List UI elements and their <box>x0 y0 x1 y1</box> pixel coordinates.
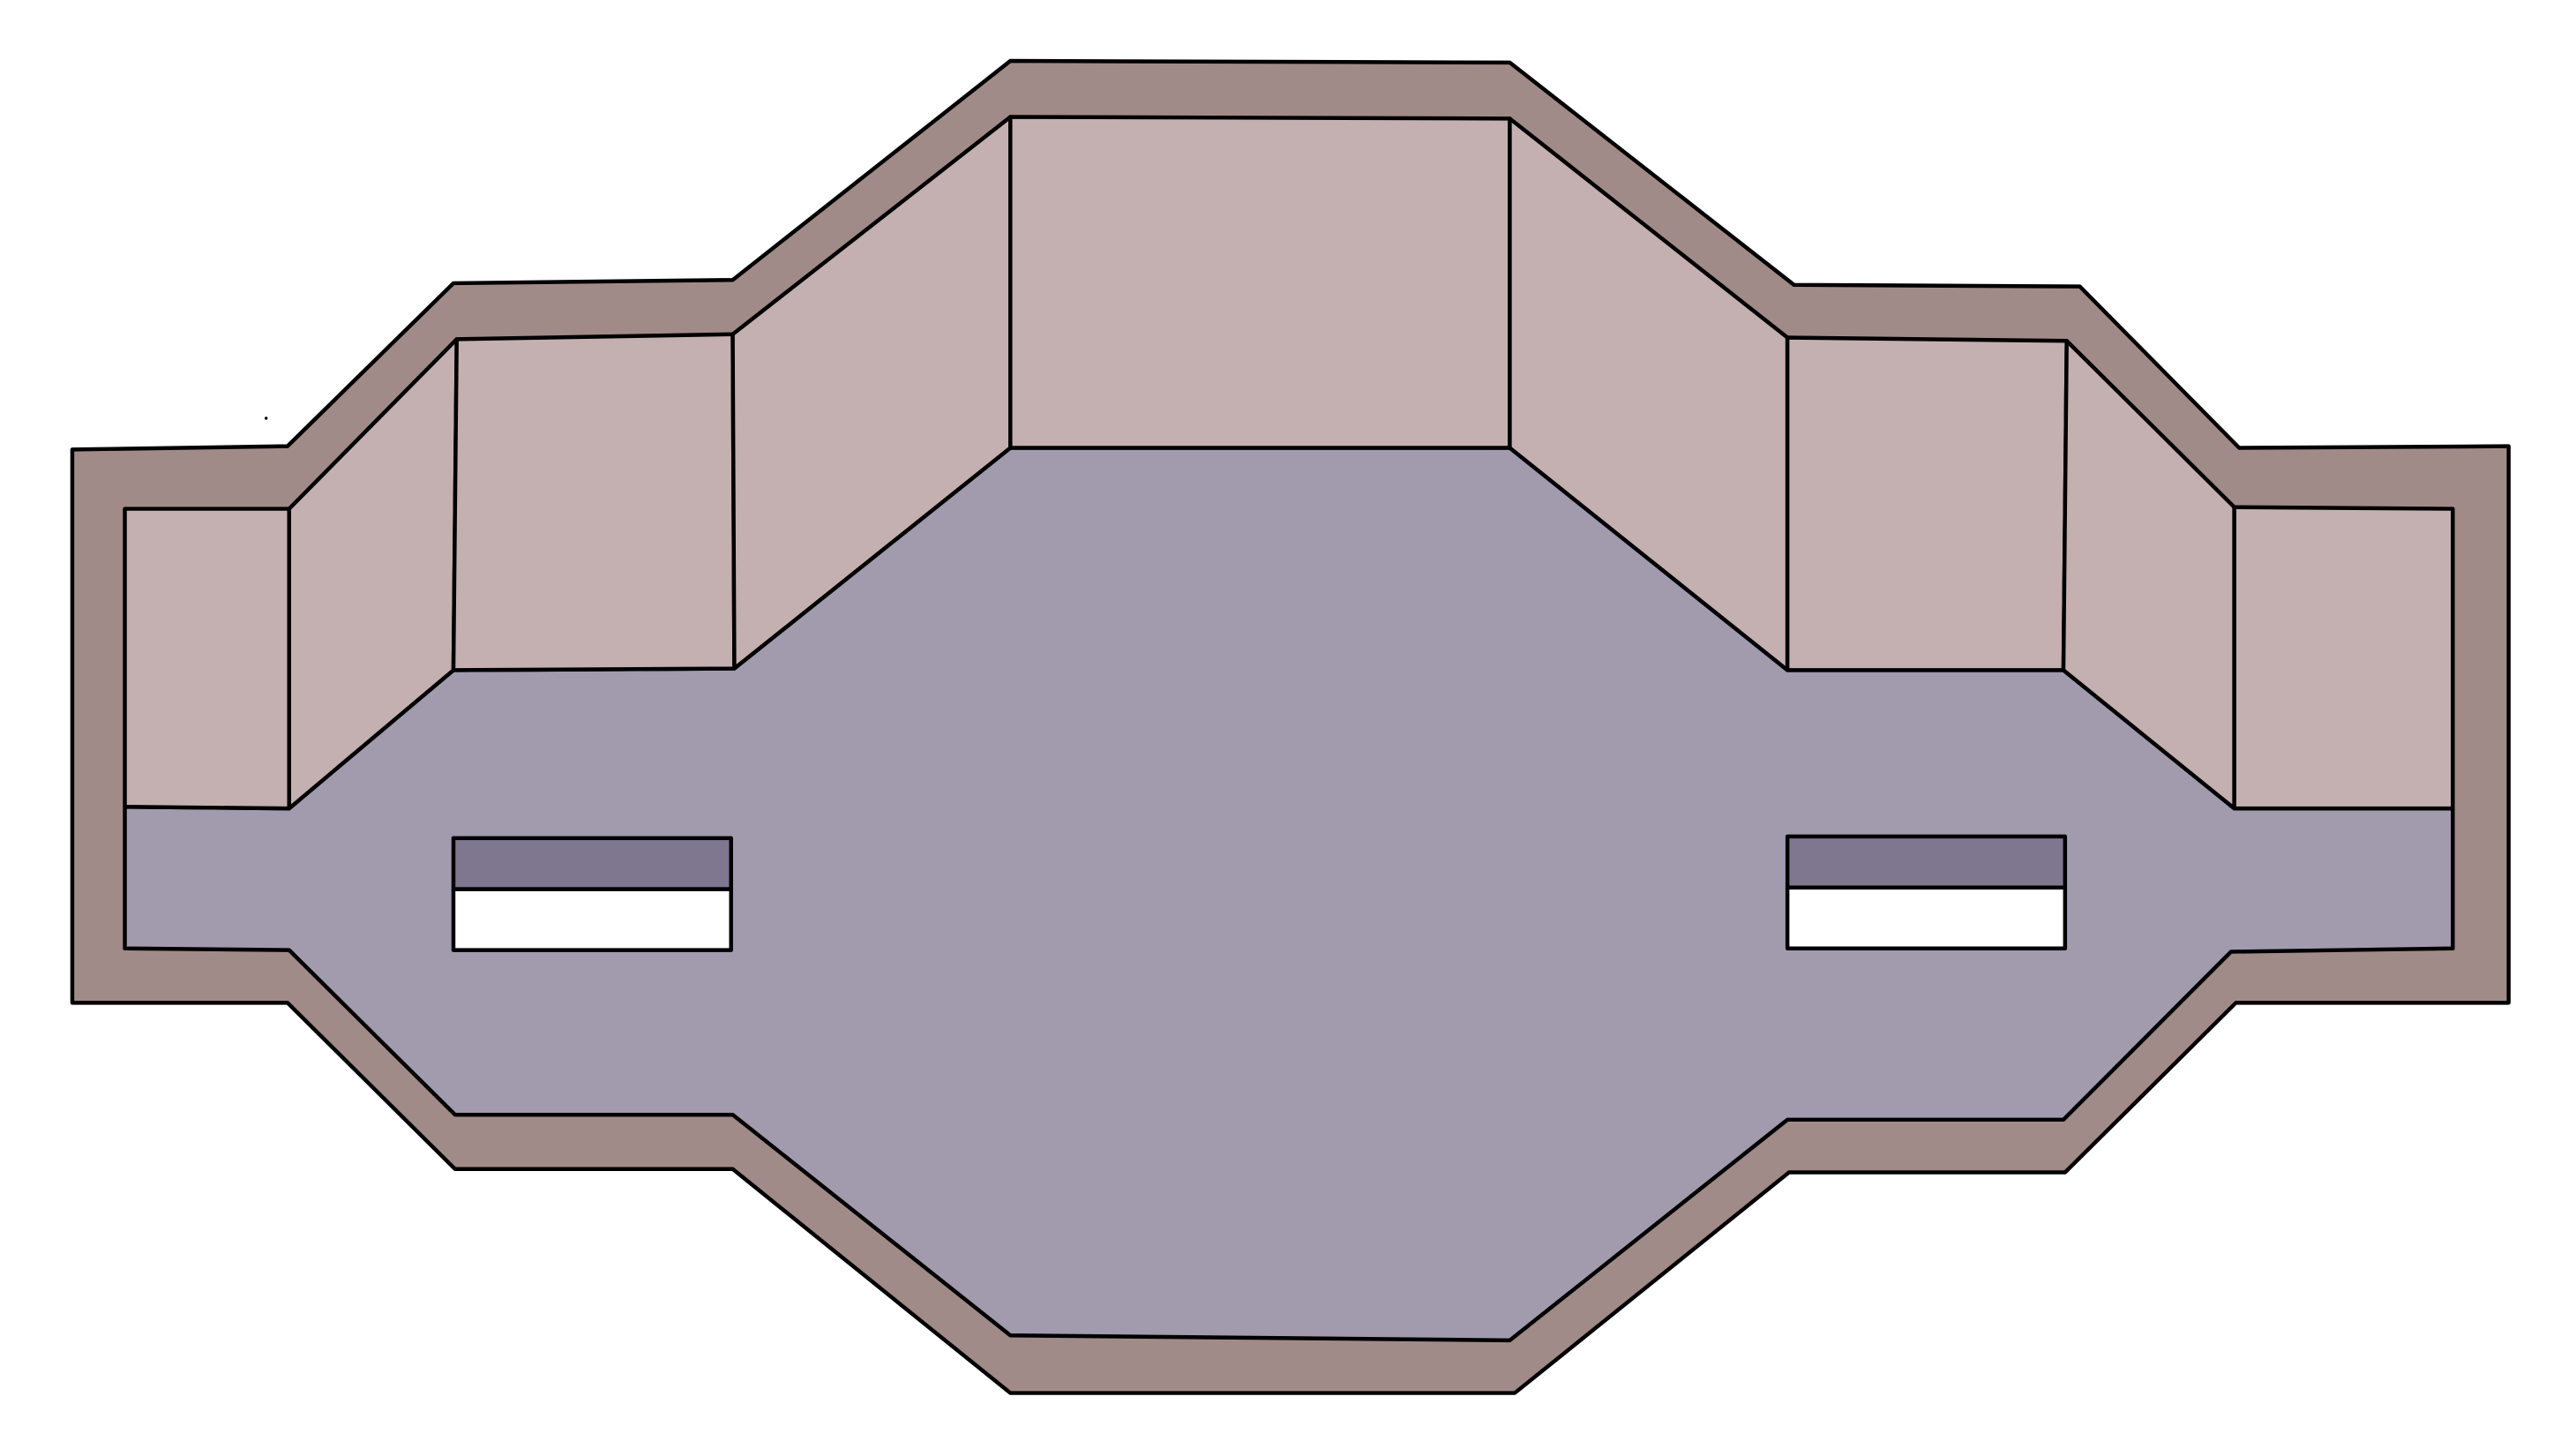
right-vent-opening <box>1785 885 2068 951</box>
wall-panels <box>123 115 2455 811</box>
left-vent-top <box>451 836 733 891</box>
right-vent-top <box>1785 834 2068 890</box>
wall-center <box>1008 115 1512 450</box>
left-vent <box>451 836 733 952</box>
wall-right-end <box>2232 505 2455 811</box>
wall-left-inner <box>451 332 737 672</box>
wall-left-end <box>123 507 291 811</box>
stray-dot <box>265 417 268 420</box>
right-vent <box>1785 834 2068 951</box>
wall-right-inner <box>1785 335 2069 672</box>
left-vent-opening <box>451 887 733 952</box>
